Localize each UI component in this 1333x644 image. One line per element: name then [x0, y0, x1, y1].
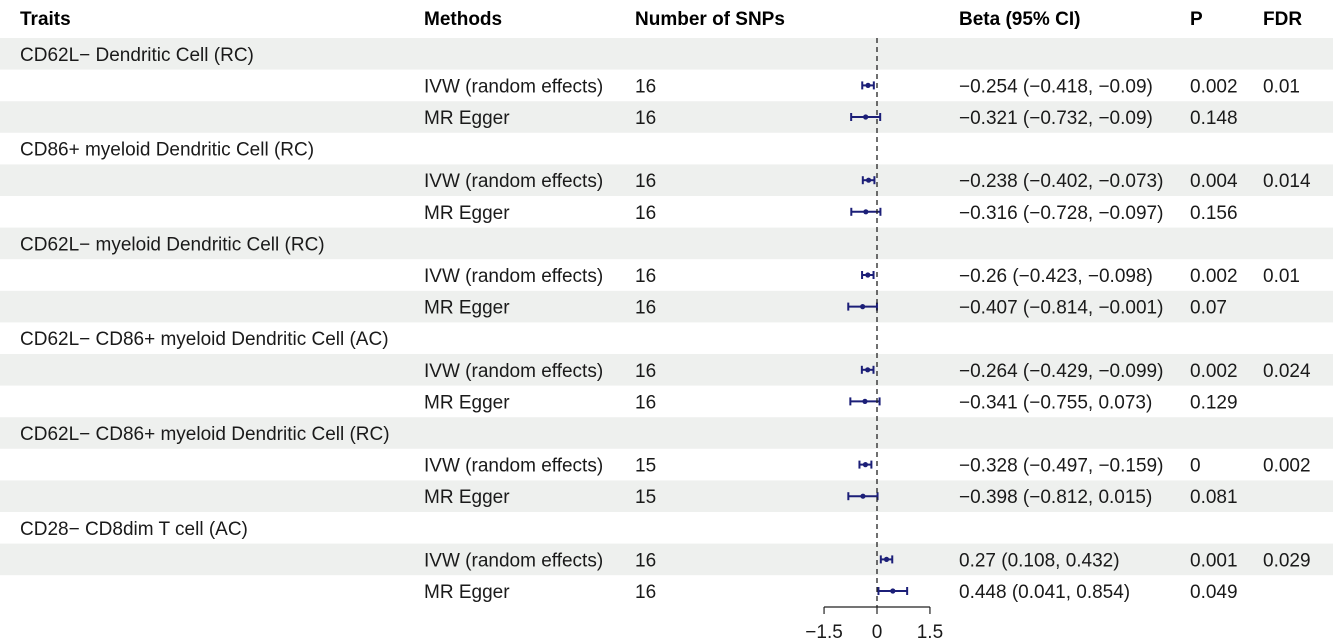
trait-label: CD62L− CD86+ myeloid Dendritic Cell (RC): [20, 424, 390, 445]
point-estimate: [863, 114, 869, 120]
method-label: MR Egger: [424, 298, 510, 319]
beta-ci-text: −0.341 (−0.755, 0.073): [959, 392, 1152, 413]
nsnps-value: 16: [635, 203, 656, 224]
table-rows: CD62L− Dendritic Cell (RC) IVW (random ef…: [20, 45, 1311, 603]
method-label: IVW (random effects): [424, 361, 603, 382]
method-label: IVW (random effects): [424, 76, 603, 97]
point-estimate: [865, 367, 871, 373]
beta-ci-text: 0.27 (0.108, 0.432): [959, 550, 1120, 571]
p-value: 0.07: [1190, 298, 1227, 319]
nsnps-value: 15: [635, 456, 656, 477]
table-header: Traits Methods Number of SNPs Beta (95% …: [20, 9, 1302, 30]
nsnps-value: 15: [635, 487, 656, 508]
method-label: IVW (random effects): [424, 171, 603, 192]
fdr-value: 0.01: [1263, 76, 1300, 97]
point-estimate: [890, 588, 896, 594]
method-label: IVW (random effects): [424, 550, 603, 571]
method-label: IVW (random effects): [424, 456, 603, 477]
row-band: [0, 227, 1333, 260]
fdr-value: 0.002: [1263, 456, 1311, 477]
method-label: MR Egger: [424, 487, 510, 508]
row-band: [0, 290, 1333, 323]
p-value: 0.156: [1190, 203, 1238, 224]
p-value: 0.002: [1190, 266, 1238, 287]
p-value: 0.002: [1190, 361, 1238, 382]
point-estimate: [863, 209, 869, 215]
x-tick-label: 0: [872, 622, 883, 643]
trait-label: CD62L− CD86+ myeloid Dendritic Cell (AC): [20, 329, 389, 350]
nsnps-value: 16: [635, 298, 656, 319]
x-axis: −1.5 0 1.5: [805, 606, 943, 643]
row-band: [0, 38, 1333, 70]
method-label: IVW (random effects): [424, 266, 603, 287]
beta-ci-text: −0.254 (−0.418, −0.09): [959, 76, 1153, 97]
nsnps-value: 16: [635, 582, 656, 603]
trait-label: CD62L− myeloid Dendritic Cell (RC): [20, 234, 325, 255]
point-estimate: [862, 398, 868, 404]
nsnps-value: 16: [635, 361, 656, 382]
p-value: 0.148: [1190, 108, 1238, 129]
method-label: MR Egger: [424, 392, 510, 413]
header-traits: Traits: [20, 9, 71, 30]
point-estimate: [860, 493, 866, 499]
nsnps-value: 16: [635, 550, 656, 571]
point-estimate: [865, 177, 872, 183]
forest-marks: [847, 38, 909, 607]
x-tick-label: −1.5: [805, 622, 843, 643]
p-value: 0.129: [1190, 392, 1238, 413]
p-value: 0.049: [1190, 582, 1238, 603]
nsnps-value: 16: [635, 266, 656, 287]
trait-label: CD86+ myeloid Dendritic Cell (RC): [20, 140, 314, 161]
point-estimate: [862, 462, 869, 468]
point-estimate: [865, 82, 871, 88]
beta-ci-text: −0.238 (−0.402, −0.073): [959, 171, 1163, 192]
point-estimate: [865, 272, 871, 278]
beta-ci-text: −0.407 (−0.814, −0.001): [959, 298, 1163, 319]
method-label: MR Egger: [424, 108, 510, 129]
p-value: 0.004: [1190, 171, 1238, 192]
nsnps-value: 16: [635, 108, 656, 129]
row-band: [0, 164, 1333, 196]
p-value: 0: [1190, 456, 1201, 477]
beta-ci-text: −0.398 (−0.812, 0.015): [959, 487, 1152, 508]
method-label: MR Egger: [424, 582, 510, 603]
p-value: 0.001: [1190, 550, 1238, 571]
p-value: 0.002: [1190, 76, 1238, 97]
nsnps-value: 16: [635, 76, 656, 97]
fdr-value: 0.01: [1263, 266, 1300, 287]
row-bands: [0, 38, 1333, 576]
nsnps-value: 16: [635, 392, 656, 413]
fdr-value: 0.024: [1263, 361, 1311, 382]
trait-label: CD62L− Dendritic Cell (RC): [20, 45, 254, 66]
row-band: [0, 543, 1333, 576]
beta-ci-text: −0.26 (−0.423, −0.098): [959, 266, 1153, 287]
trait-label: CD28− CD8dim T cell (AC): [20, 519, 248, 540]
row-band: [0, 417, 1333, 449]
beta-ci-text: −0.264 (−0.429, −0.099): [959, 361, 1163, 382]
row-band: [0, 354, 1333, 386]
header-p: P: [1190, 9, 1203, 30]
row-band: [0, 101, 1333, 133]
p-value: 0.081: [1190, 487, 1238, 508]
beta-ci-text: −0.321 (−0.732, −0.09): [959, 108, 1153, 129]
point-estimate: [860, 304, 866, 310]
method-label: MR Egger: [424, 203, 510, 224]
header-nsnps: Number of SNPs: [635, 9, 785, 30]
row-band: [0, 480, 1333, 512]
header-methods: Methods: [424, 9, 502, 30]
header-beta: Beta (95% CI): [959, 9, 1080, 30]
header-fdr: FDR: [1263, 9, 1302, 30]
nsnps-value: 16: [635, 171, 656, 192]
fdr-value: 0.014: [1263, 171, 1311, 192]
fdr-value: 0.029: [1263, 550, 1311, 571]
beta-ci-text: −0.316 (−0.728, −0.097): [959, 203, 1163, 224]
beta-ci-text: −0.328 (−0.497, −0.159): [959, 456, 1163, 477]
point-estimate: [883, 556, 890, 563]
beta-ci-text: 0.448 (0.041, 0.854): [959, 582, 1130, 603]
x-tick-label: 1.5: [917, 622, 943, 643]
